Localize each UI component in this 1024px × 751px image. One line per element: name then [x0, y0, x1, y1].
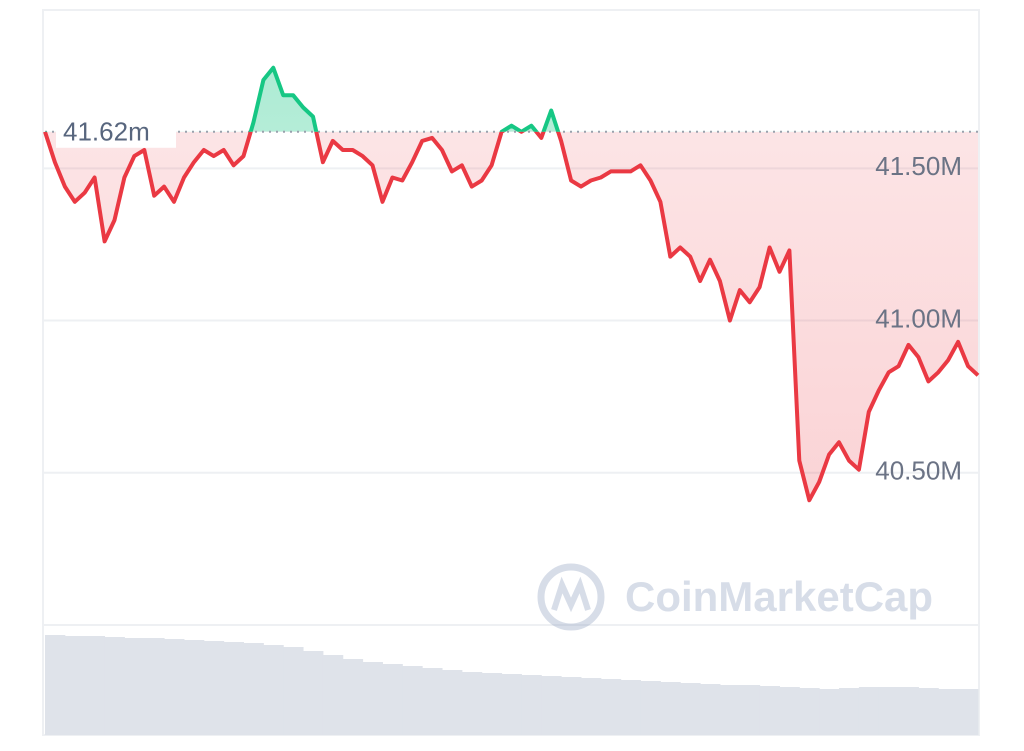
volume-bar: [759, 686, 780, 735]
y-tick-label: 41.00M: [875, 303, 962, 333]
volume-bar: [84, 636, 106, 735]
volume-bar: [660, 682, 681, 735]
volume-bar: [124, 638, 145, 735]
volume-bar: [342, 659, 364, 735]
volume-bar: [700, 684, 721, 735]
price-line: [45, 65, 561, 132]
volume-bar: [422, 668, 443, 735]
volume-bar: [263, 645, 284, 735]
volume-bar: [183, 640, 205, 735]
volume-bar: [580, 678, 602, 735]
volume-bar: [64, 636, 86, 735]
volume-bar: [164, 639, 185, 735]
volume-bar: [283, 647, 304, 735]
volume-bar: [600, 679, 622, 735]
volume-bar: [561, 677, 582, 735]
volume-bar: [819, 689, 840, 735]
volume-bar: [620, 680, 642, 735]
volume-bar: [442, 670, 463, 735]
volume-bar: [362, 662, 383, 735]
volume-bar: [501, 674, 522, 735]
volume-bar: [739, 685, 761, 735]
volume-bar: [918, 688, 939, 735]
volume-bar: [799, 688, 820, 735]
volume-bar: [322, 655, 344, 735]
volume-bar: [203, 641, 225, 735]
volume-bar: [878, 687, 900, 735]
watermark: CoinMarketCap: [537, 563, 933, 631]
price-line: [43, 131, 980, 503]
volume-bar: [898, 687, 919, 735]
volume-bar: [541, 676, 562, 735]
volume-bar: [402, 666, 423, 735]
volume-bar: [640, 681, 661, 735]
volume-bar: [481, 673, 503, 735]
volume-bar: [938, 689, 959, 735]
area-below: [45, 131, 978, 501]
volume-bar: [461, 672, 483, 735]
reference-label-bg: [56, 115, 176, 148]
volume-bar: [382, 664, 403, 735]
volume-bar: [144, 638, 165, 735]
volume-bar: [104, 637, 125, 735]
volume-bar: [680, 683, 701, 735]
volume-bar: [858, 687, 880, 735]
volume-bar: [779, 687, 800, 735]
y-tick-label: 40.50M: [875, 456, 962, 486]
volume-bar: [223, 642, 245, 735]
reference-label: 41.62m: [63, 117, 150, 147]
volume-bar: [45, 635, 66, 735]
volume-bar: [521, 675, 542, 735]
volume-bar: [958, 689, 979, 735]
volume-bar: [839, 688, 860, 735]
volume-bar: [719, 685, 741, 735]
watermark-text: CoinMarketCap: [625, 573, 933, 620]
y-tick-label: 41.50M: [875, 151, 962, 181]
volume-bar: [303, 651, 324, 735]
volume-bar: [243, 643, 264, 735]
